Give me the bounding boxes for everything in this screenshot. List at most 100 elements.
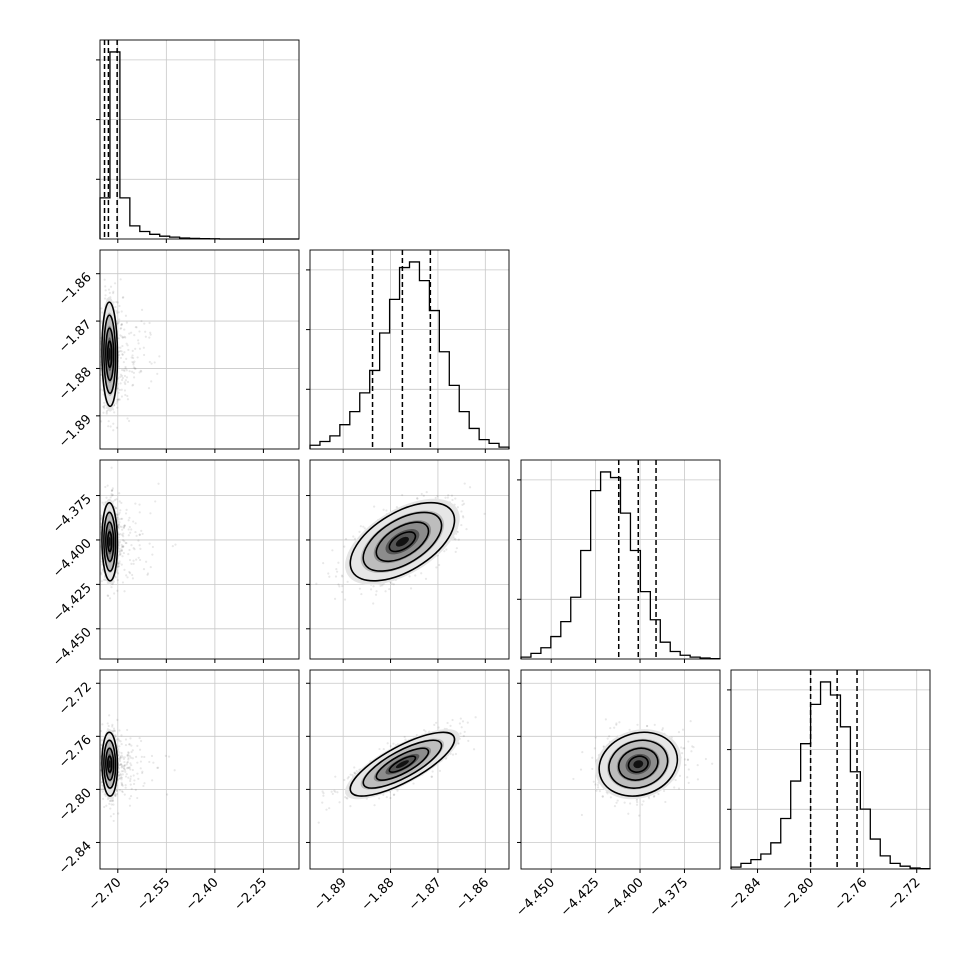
scatter-point <box>121 756 124 759</box>
scatter-point <box>444 496 447 499</box>
scatter-point <box>117 562 120 565</box>
scatter-point <box>135 326 138 329</box>
scatter-point <box>117 311 120 314</box>
scatter-point <box>113 282 117 285</box>
scatter-point <box>132 562 135 565</box>
scatter-point <box>131 749 134 752</box>
scatter-point <box>128 766 131 769</box>
scatter-point <box>121 555 124 558</box>
scatter-point <box>119 762 123 766</box>
scatter-point <box>144 335 147 338</box>
panel-frame <box>99 39 300 240</box>
scatter-point <box>144 330 147 333</box>
density-shade <box>395 536 409 547</box>
scatter-point <box>459 717 462 720</box>
scatter-point <box>450 494 454 497</box>
scatter-point <box>127 776 130 779</box>
scatter-point <box>343 545 346 548</box>
scatter-point <box>336 570 339 573</box>
scatter-point <box>445 548 448 551</box>
scatter-point <box>116 400 119 403</box>
scatter-point <box>123 590 126 593</box>
scatter-point <box>451 753 455 756</box>
scatter-point <box>317 821 320 824</box>
scatter-point <box>373 804 376 807</box>
scatter-point <box>107 724 110 728</box>
scatter-point <box>375 590 378 593</box>
scatter-point <box>117 523 121 527</box>
scatter-point <box>119 774 123 777</box>
scatter-point <box>117 753 120 756</box>
scatter-point <box>102 578 106 581</box>
scatter-point <box>330 790 333 793</box>
scatter-point <box>117 533 121 536</box>
scatter-point <box>101 790 104 793</box>
scatter-point <box>120 501 123 505</box>
scatter-point <box>101 784 104 787</box>
scatter-point <box>117 391 120 394</box>
y-tick-label: −1.88 <box>56 365 95 404</box>
scatter-point <box>118 547 121 550</box>
scatter-point <box>687 740 690 743</box>
scatter-point <box>122 535 125 538</box>
scatter-point <box>119 327 122 330</box>
contour-line <box>101 301 119 408</box>
scatter-point <box>107 420 110 423</box>
scatter-point <box>628 728 631 731</box>
scatter-point <box>127 751 130 754</box>
scatter-point <box>128 558 132 562</box>
scatter-point <box>125 763 128 766</box>
density-shade <box>108 347 111 361</box>
scatter-point <box>404 738 407 741</box>
scatter-point <box>396 789 399 792</box>
scatter-point <box>116 301 119 304</box>
scatter-point <box>103 793 106 796</box>
scatter-point <box>119 553 122 556</box>
scatter-point <box>321 801 324 804</box>
contour-line <box>375 747 430 781</box>
scatter-point <box>113 729 116 733</box>
scatter-point <box>133 548 136 551</box>
scatter-point <box>106 594 109 597</box>
scatter-point <box>458 722 461 725</box>
scatter-point <box>425 491 428 494</box>
scatter-point <box>115 300 118 304</box>
scatter-point <box>115 507 118 510</box>
scatter-point <box>111 493 114 496</box>
scatter-point <box>422 728 426 732</box>
scatter-point <box>118 318 121 321</box>
scatter-point <box>384 590 387 593</box>
scatter-point <box>116 513 119 517</box>
scatter-point <box>119 777 122 780</box>
scatter-point <box>118 492 121 495</box>
scatter-point <box>121 528 124 531</box>
scatter-point <box>125 357 128 360</box>
scatter-point <box>117 767 120 770</box>
scatter-point <box>132 356 135 360</box>
scatter-point <box>373 505 376 508</box>
panel-frame <box>309 459 510 660</box>
scatter-point <box>139 547 142 550</box>
scatter-point <box>117 337 120 340</box>
scatter-point <box>107 425 110 428</box>
scatter-point <box>431 770 434 773</box>
scatter-point <box>116 589 119 592</box>
scatter-point <box>129 777 132 781</box>
scatter-point <box>461 499 464 503</box>
scatter-point <box>122 766 125 770</box>
scatter-point <box>395 506 398 509</box>
panel-2-2 <box>517 459 721 663</box>
scatter-point <box>115 402 118 405</box>
scatter-point <box>142 784 145 788</box>
scatter-point <box>130 764 133 767</box>
scatter-point <box>119 552 122 555</box>
scatter-point <box>447 494 450 497</box>
scatter-point <box>102 405 105 408</box>
scatter-point <box>123 767 126 770</box>
scatter-point <box>118 304 121 308</box>
scatter-point <box>121 376 125 380</box>
scatter-point <box>453 537 456 540</box>
scatter-point <box>119 755 122 758</box>
scatter-point <box>124 786 127 789</box>
scatter-point <box>129 768 132 771</box>
